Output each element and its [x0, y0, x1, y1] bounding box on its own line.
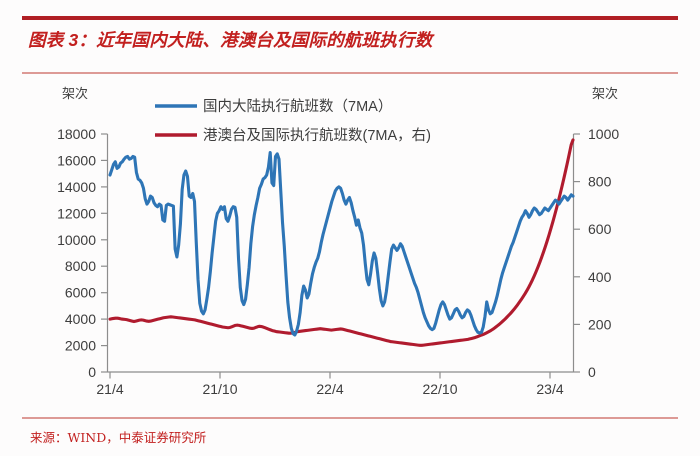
- left-tick-10000: 10000: [57, 232, 96, 248]
- legend-entry-domestic: 国内大陆执行航班数（7MA）: [155, 98, 392, 115]
- left-tick-14000: 14000: [57, 179, 96, 195]
- left-tick-0: 0: [88, 364, 96, 380]
- right-tick-800: 800: [588, 174, 612, 190]
- right-tick-0: 0: [588, 364, 596, 380]
- right-axis-tick-labels: 1000 800 600 400 200 0: [588, 126, 619, 380]
- chart-title: 图表 3：近年国内大陆、港澳台及国际的航班执行数: [28, 30, 433, 50]
- left-tick-18000: 18000: [57, 126, 96, 142]
- x-axis-tick-labels: 21/4 21/10 22/4 22/10 23/4: [96, 381, 563, 397]
- chart-plot-area: 架次 架次 国内大陆执行航班数（7MA） 港澳台及国际执行航班数(7MA，右): [0, 78, 700, 408]
- right-axis-unit-label: 架次: [592, 86, 618, 101]
- source-note: 来源：WIND，中泰证券研究所: [30, 430, 207, 445]
- right-tick-600: 600: [588, 221, 612, 237]
- right-tick-200: 200: [588, 316, 612, 332]
- left-axis-ticks: [101, 133, 108, 373]
- x-tick-22-10: 22/10: [422, 381, 457, 397]
- left-axis: 18000 16000 14000 12000 10000 8000 6000 …: [57, 126, 109, 380]
- left-tick-6000: 6000: [65, 285, 96, 301]
- title-divider-rule: [22, 72, 678, 74]
- chart-legend: 国内大陆执行航班数（7MA） 港澳台及国际执行航班数(7MA，右): [155, 98, 431, 144]
- legend-label-domestic: 国内大陆执行航班数（7MA）: [203, 98, 392, 115]
- left-axis-tick-labels: 18000 16000 14000 12000 10000 8000 6000 …: [57, 126, 96, 380]
- left-tick-16000: 16000: [57, 152, 96, 168]
- x-tick-21-4: 21/4: [96, 381, 123, 397]
- top-accent-rule: [22, 16, 678, 20]
- left-tick-12000: 12000: [57, 205, 96, 221]
- left-tick-4000: 4000: [65, 311, 96, 327]
- x-axis-ticks: [109, 372, 551, 379]
- chart-svg-canvas: 架次 架次 国内大陆执行航班数（7MA） 港澳台及国际执行航班数(7MA，右): [57, 86, 619, 397]
- left-axis-unit-label: 架次: [62, 86, 88, 101]
- x-tick-22-4: 22/4: [316, 381, 343, 397]
- x-axis: 21/4 21/10 22/4 22/10 23/4: [96, 371, 574, 397]
- left-tick-2000: 2000: [65, 338, 96, 354]
- series-line-domestic: [108, 150, 575, 337]
- legend-entry-international: 港澳台及国际执行航班数(7MA，右): [155, 127, 431, 144]
- bottom-divider-rule: [22, 417, 678, 419]
- right-axis: 1000 800 600 400 200 0: [572, 126, 619, 380]
- right-tick-1000: 1000: [588, 126, 619, 142]
- legend-label-international: 港澳台及国际执行航班数(7MA，右): [203, 127, 431, 144]
- x-tick-23-4: 23/4: [536, 381, 563, 397]
- right-tick-400: 400: [588, 269, 612, 285]
- series-line-international: [108, 138, 575, 347]
- x-tick-21-10: 21/10: [202, 381, 237, 397]
- left-tick-8000: 8000: [65, 258, 96, 274]
- right-axis-ticks: [573, 133, 580, 373]
